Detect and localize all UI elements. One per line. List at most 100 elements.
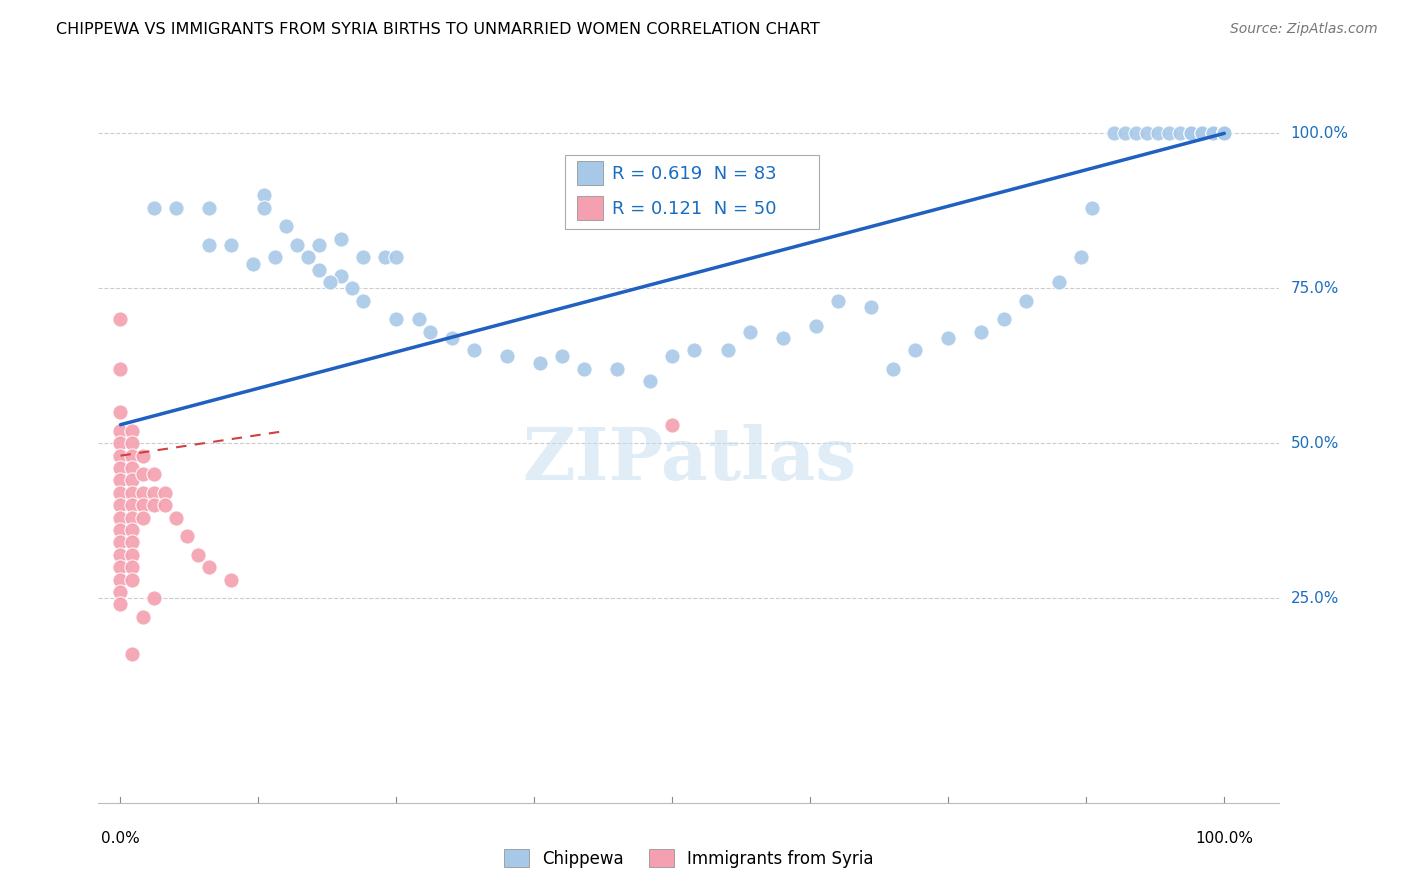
Point bbox=[121, 461, 143, 475]
Point bbox=[1213, 126, 1236, 140]
Point bbox=[121, 573, 143, 587]
Point bbox=[121, 486, 143, 500]
Point bbox=[110, 573, 132, 587]
Point bbox=[219, 238, 242, 252]
Point bbox=[1014, 293, 1036, 308]
Point bbox=[1213, 126, 1236, 140]
Point bbox=[936, 331, 959, 345]
Point bbox=[1213, 126, 1236, 140]
Point bbox=[1081, 201, 1104, 215]
Point bbox=[385, 250, 408, 264]
Point bbox=[738, 325, 761, 339]
Point bbox=[772, 331, 794, 345]
Point bbox=[121, 498, 143, 512]
Point bbox=[165, 510, 187, 524]
Point bbox=[374, 250, 396, 264]
Point bbox=[1157, 126, 1180, 140]
Text: Source: ZipAtlas.com: Source: ZipAtlas.com bbox=[1230, 22, 1378, 37]
Point bbox=[1136, 126, 1159, 140]
Point bbox=[440, 331, 463, 345]
Point bbox=[110, 548, 132, 562]
Point bbox=[1114, 126, 1136, 140]
Text: 100.0%: 100.0% bbox=[1291, 126, 1348, 141]
Point bbox=[110, 424, 132, 438]
Point bbox=[110, 598, 132, 612]
Point bbox=[142, 498, 165, 512]
Point bbox=[121, 449, 143, 463]
Point bbox=[165, 201, 187, 215]
Point bbox=[153, 498, 176, 512]
Point bbox=[342, 281, 364, 295]
Point bbox=[131, 486, 153, 500]
Point bbox=[110, 312, 132, 326]
Point bbox=[153, 486, 176, 500]
Point bbox=[352, 250, 374, 264]
Point bbox=[110, 362, 132, 376]
Point bbox=[970, 325, 993, 339]
Point bbox=[198, 201, 221, 215]
Point bbox=[1213, 126, 1236, 140]
Point bbox=[804, 318, 827, 333]
Point bbox=[1125, 126, 1147, 140]
Point bbox=[121, 474, 143, 488]
Point bbox=[142, 467, 165, 482]
Point bbox=[198, 560, 221, 574]
Point bbox=[904, 343, 927, 358]
Legend: Chippewa, Immigrants from Syria: Chippewa, Immigrants from Syria bbox=[503, 849, 875, 868]
Point bbox=[827, 293, 849, 308]
Text: 25.0%: 25.0% bbox=[1291, 591, 1339, 606]
Point bbox=[1180, 126, 1202, 140]
Point bbox=[1168, 126, 1191, 140]
Point bbox=[1213, 126, 1236, 140]
Point bbox=[1213, 126, 1236, 140]
Point bbox=[385, 312, 408, 326]
Point bbox=[121, 647, 143, 661]
FancyBboxPatch shape bbox=[576, 161, 603, 185]
Point bbox=[716, 343, 738, 358]
Text: 0.0%: 0.0% bbox=[101, 830, 139, 846]
Point bbox=[1213, 126, 1236, 140]
Point bbox=[1102, 126, 1125, 140]
Point bbox=[121, 560, 143, 574]
Point bbox=[1213, 126, 1236, 140]
Point bbox=[1070, 250, 1092, 264]
Point bbox=[319, 275, 342, 289]
Point bbox=[606, 362, 628, 376]
Point bbox=[1202, 126, 1225, 140]
Point bbox=[110, 474, 132, 488]
Point bbox=[121, 436, 143, 450]
Point bbox=[463, 343, 485, 358]
Point bbox=[1213, 126, 1236, 140]
Point bbox=[495, 350, 517, 364]
Point bbox=[121, 523, 143, 537]
Point bbox=[1213, 126, 1236, 140]
Text: ZIPatlas: ZIPatlas bbox=[522, 424, 856, 494]
Point bbox=[110, 436, 132, 450]
Point bbox=[142, 591, 165, 606]
Point bbox=[297, 250, 319, 264]
Point bbox=[1213, 126, 1236, 140]
Point bbox=[110, 510, 132, 524]
Point bbox=[110, 461, 132, 475]
Point bbox=[860, 300, 883, 314]
Point bbox=[176, 529, 198, 543]
Point bbox=[142, 201, 165, 215]
Text: 100.0%: 100.0% bbox=[1195, 830, 1253, 846]
Point bbox=[1191, 126, 1213, 140]
Point bbox=[110, 560, 132, 574]
Point bbox=[1213, 126, 1236, 140]
Point bbox=[121, 510, 143, 524]
Text: 50.0%: 50.0% bbox=[1291, 436, 1339, 450]
Text: 75.0%: 75.0% bbox=[1291, 281, 1339, 296]
Point bbox=[640, 374, 662, 388]
Point bbox=[131, 498, 153, 512]
FancyBboxPatch shape bbox=[565, 155, 818, 228]
Point bbox=[1191, 126, 1213, 140]
Point bbox=[253, 188, 276, 202]
Point bbox=[1213, 126, 1236, 140]
Point bbox=[551, 350, 574, 364]
Point bbox=[131, 510, 153, 524]
Text: R = 0.619  N = 83: R = 0.619 N = 83 bbox=[612, 165, 776, 183]
Point bbox=[993, 312, 1015, 326]
Point bbox=[110, 449, 132, 463]
